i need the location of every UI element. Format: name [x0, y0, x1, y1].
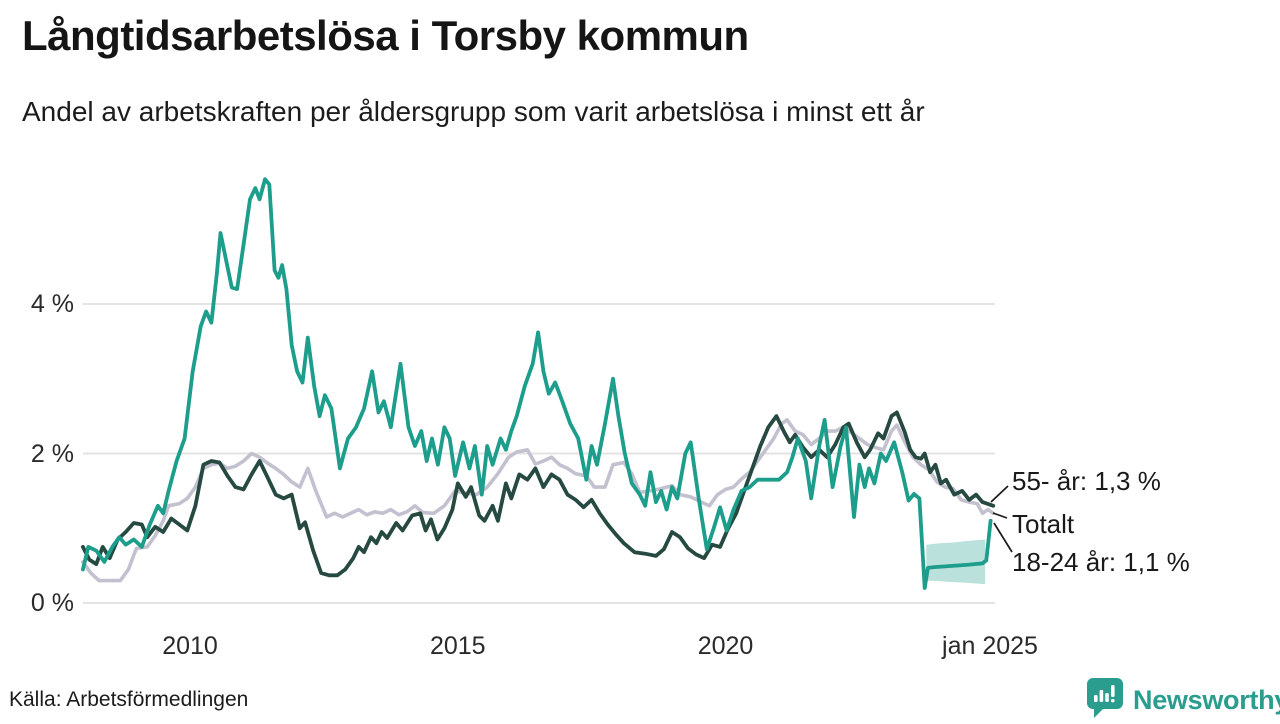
leader-lines — [990, 485, 1013, 553]
series-label-55plus: 55- år: 1,3 % — [1012, 466, 1161, 496]
x-axis-tick: 2015 — [429, 632, 486, 660]
brand-wordmark: Newsworthy — [1133, 685, 1280, 715]
confidence-band — [926, 539, 986, 585]
y-axis-tick: 4 % — [30, 290, 74, 318]
x-axis-tick: jan 2025 — [942, 632, 1038, 660]
source-credit: Källa: Arbetsförmedlingen — [9, 688, 249, 711]
series-label-totalt: Totalt — [1012, 509, 1075, 539]
series-18-24 — [81, 177, 993, 590]
leader-line — [990, 485, 1009, 503]
page-title: Långtidsarbetslösa i Torsby kommun — [22, 12, 749, 59]
brand-logo: Newsworthy — [1086, 677, 1280, 724]
gridlines — [83, 303, 995, 604]
y-axis-tick: 0 % — [30, 589, 74, 617]
series-55plus — [81, 410, 996, 578]
x-axis-tick: 2010 — [162, 632, 218, 660]
chart-subtitle: Andel av arbetskraften per åldersgrupp s… — [22, 96, 925, 127]
leader-line — [993, 522, 1013, 553]
x-axis-tick: 2020 — [697, 632, 754, 660]
series-label-18-24: 18-24 år: 1,1 % — [1012, 547, 1190, 577]
newsworthy-chart-bubble-icon — [1086, 677, 1124, 724]
y-axis-tick: 2 % — [30, 439, 74, 468]
leader-line — [992, 512, 1008, 519]
series-totalt — [81, 418, 996, 583]
